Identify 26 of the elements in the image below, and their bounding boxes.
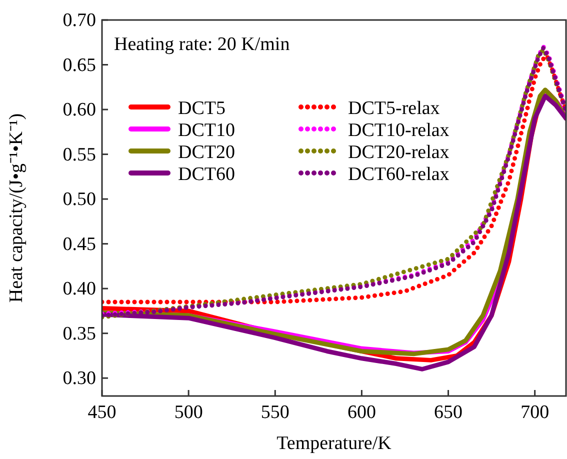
x-tick-label: 650: [434, 402, 463, 423]
legend-label: DCT20: [178, 142, 235, 163]
annotation: Heating rate: 20 K/min: [114, 34, 290, 55]
legend-label: DCT60-relax: [348, 164, 450, 185]
y-tick-label: 0.55: [62, 144, 96, 166]
y-tick-label: 0.30: [62, 368, 96, 390]
legend-label: DCT5-relax: [348, 98, 440, 119]
legend-label: DCT60: [178, 164, 235, 185]
x-tick-label: 500: [174, 402, 203, 423]
y-tick-label: 0.70: [62, 10, 96, 31]
y-tick-label: 0.60: [62, 100, 96, 121]
legend-label: DCT10-relax: [348, 120, 450, 141]
y-tick-label: 0.50: [62, 189, 96, 210]
x-axis-title: Temperature/K: [276, 433, 392, 454]
y-tick-label: 0.45: [62, 234, 96, 255]
legend-label: DCT10: [178, 120, 235, 141]
y-tick-label: 0.40: [62, 278, 96, 300]
x-tick-label: 450: [88, 402, 116, 423]
y-tick-label: 0.35: [62, 323, 96, 344]
y-axis-title: Heat capacity/(J•g⁻¹•K⁻¹): [6, 113, 27, 303]
y-tick-label: 0.65: [62, 54, 96, 76]
x-tick-label: 550: [260, 402, 290, 423]
legend-label: DCT20-relax: [348, 142, 450, 163]
legend-label: DCT5: [178, 98, 226, 119]
x-tick-label: 600: [347, 402, 376, 423]
x-tick-label: 700: [520, 402, 550, 423]
